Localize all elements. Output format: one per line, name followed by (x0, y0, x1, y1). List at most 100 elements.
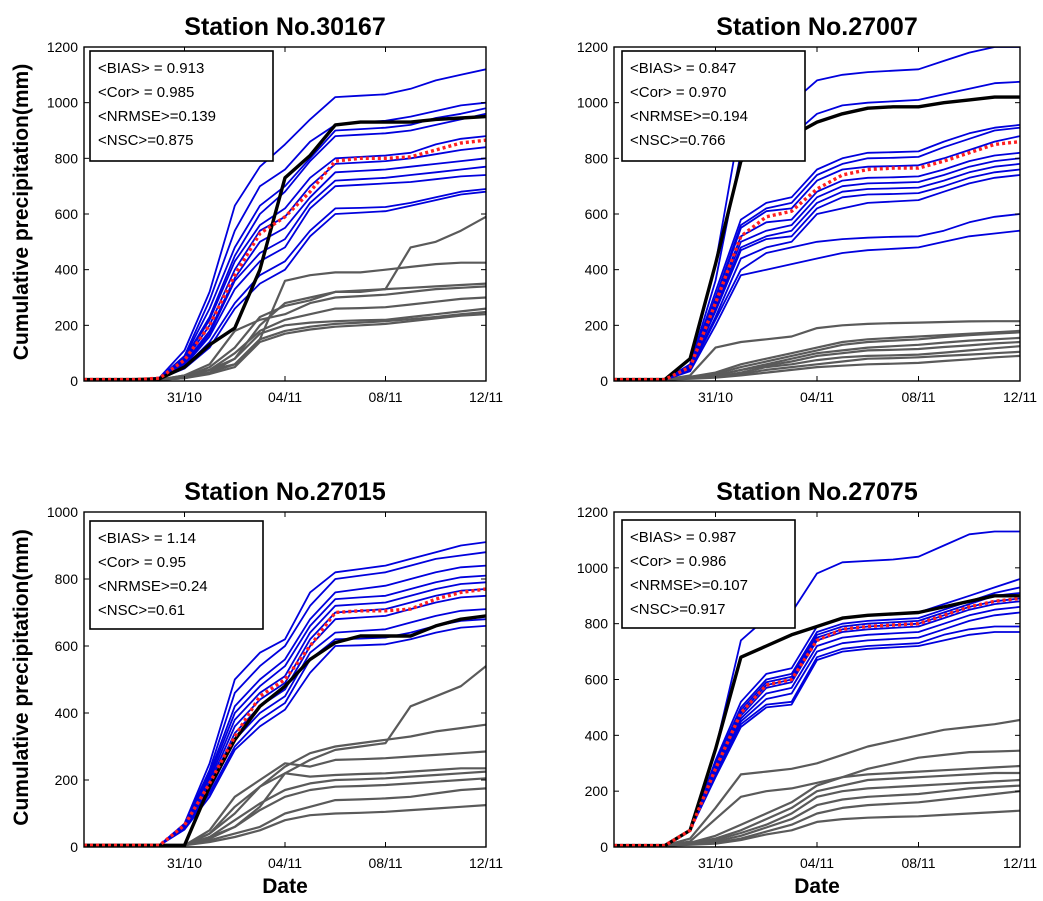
chart-title: Station No.27007 (716, 13, 917, 41)
y-tick-label: 1000 (47, 95, 78, 111)
stats-line: <BIAS> = 1.14 (98, 530, 196, 547)
chart-title: Station No.27015 (184, 478, 386, 506)
other-product-line (84, 723, 486, 847)
x-tick-label: 04/11 (268, 389, 302, 405)
stats-line: <BIAS> = 0.987 (630, 529, 736, 546)
ensemble-member-line (614, 174, 1020, 381)
x-tick-label: 31/10 (167, 855, 202, 871)
other-product-line (84, 310, 486, 381)
x-tick-label: 31/10 (698, 389, 733, 405)
x-tick-label: 31/10 (167, 389, 202, 405)
chart-title: Station No.27075 (716, 478, 918, 506)
x-tick-label: 31/10 (698, 855, 733, 871)
x-axis-label: Date (262, 875, 308, 898)
stats-box (89, 520, 264, 630)
stats-line: <NRMSE>=0.194 (630, 108, 748, 125)
stats-line: <NRMSE>=0.24 (98, 578, 208, 595)
stats-line: <NSC>=0.917 (630, 601, 726, 618)
chart-panel-3: Station No.27015 0 200 400 600 800 1000 31/10 04… (10, 478, 503, 898)
x-tick-label: 12/11 (469, 855, 503, 871)
stats-line: <Cor> = 0.986 (630, 553, 726, 570)
x-tick-label: 08/11 (902, 855, 936, 871)
other-product-line (614, 784, 1020, 847)
ensemble-member-line (614, 229, 1020, 381)
x-tick-label: 12/11 (1003, 855, 1037, 871)
y-tick-label: 800 (585, 150, 609, 166)
ensemble-member-line (84, 174, 486, 381)
stats-line: <Cor> = 0.985 (98, 84, 194, 101)
y-tick-label: 600 (55, 206, 79, 222)
y-tick-label: 400 (55, 262, 79, 278)
plot-area (84, 541, 486, 847)
ensemble-member-line (84, 190, 486, 381)
y-tick-label: 1000 (577, 560, 608, 576)
y-tick-label: 1200 (577, 504, 608, 520)
y-tick-label: 1000 (577, 95, 608, 111)
y-tick-label: 1200 (47, 39, 78, 55)
observation-line (614, 594, 1020, 847)
other-product-line (84, 767, 486, 847)
y-tick-label: 800 (55, 571, 79, 587)
stats-line: <Cor> = 0.970 (630, 84, 726, 101)
x-tick-label: 08/11 (369, 855, 403, 871)
y-tick-label: 0 (600, 373, 608, 389)
x-axis-label: Date (794, 875, 840, 898)
plot-area (614, 530, 1020, 847)
other-product-line (84, 313, 486, 381)
x-tick-label: 08/11 (902, 389, 936, 405)
other-product-line (614, 809, 1020, 847)
other-product-line (84, 215, 486, 381)
y-tick-label: 800 (55, 150, 79, 166)
other-product-line (614, 718, 1020, 847)
ensemble-mean-line (84, 138, 486, 381)
stats-line: <NRMSE>=0.107 (630, 577, 748, 594)
stats-box (621, 519, 796, 629)
ensemble-member-line (84, 594, 486, 847)
chart-title: Station No.30167 (184, 13, 385, 41)
y-tick-label: 0 (70, 839, 78, 855)
stats-line: <NSC>=0.61 (98, 602, 185, 619)
ensemble-member-line (614, 606, 1020, 847)
ensemble-mean-line (614, 596, 1020, 847)
y-tick-label: 600 (585, 206, 609, 222)
y-tick-label: 600 (55, 638, 79, 654)
observation-line (84, 614, 486, 847)
x-tick-label: 12/11 (469, 389, 503, 405)
y-tick-label: 400 (585, 727, 609, 743)
stats-line: <NSC>=0.875 (98, 132, 194, 149)
stats-line: <Cor> = 0.95 (98, 554, 186, 571)
other-product-line (614, 354, 1020, 381)
y-axis-label: Cumulative precipitation(mm) (10, 529, 33, 825)
y-tick-label: 0 (70, 373, 78, 389)
y-axis-label: Cumulative precipitation(mm) (10, 64, 33, 360)
stats-line: <NRMSE>=0.139 (98, 108, 216, 125)
y-tick-label: 800 (585, 616, 609, 632)
other-product-line (84, 296, 486, 381)
x-tick-label: 04/11 (800, 855, 834, 871)
x-tick-label: 04/11 (268, 855, 302, 871)
plot-area (84, 68, 486, 381)
other-product-line (614, 790, 1020, 847)
y-tick-label: 200 (585, 783, 609, 799)
y-tick-label: 200 (585, 317, 609, 333)
x-tick-label: 08/11 (369, 389, 403, 405)
y-tick-label: 1200 (577, 39, 608, 55)
y-tick-label: 400 (585, 262, 609, 278)
y-tick-label: 200 (55, 317, 79, 333)
plot-area (614, 47, 1020, 381)
stats-box (89, 50, 274, 162)
stats-box (621, 50, 806, 162)
other-product-line (84, 261, 486, 381)
chart-panel-4: Station No.27075 0 200 400 600 800 1000 1200 31/… (577, 478, 1037, 898)
ensemble-member-line (84, 618, 486, 847)
ensemble-mean-line (84, 587, 486, 847)
chart-panel-2: Station No.27007 0 200 400 600 800 1000 1200 31/… (577, 13, 1037, 405)
x-tick-label: 12/11 (1003, 389, 1037, 405)
other-product-line (84, 777, 486, 847)
other-product-line (84, 804, 486, 847)
y-tick-label: 200 (55, 772, 79, 788)
stats-line: <BIAS> = 0.913 (98, 60, 204, 77)
y-tick-label: 400 (55, 705, 79, 721)
observation-line (614, 95, 1020, 381)
